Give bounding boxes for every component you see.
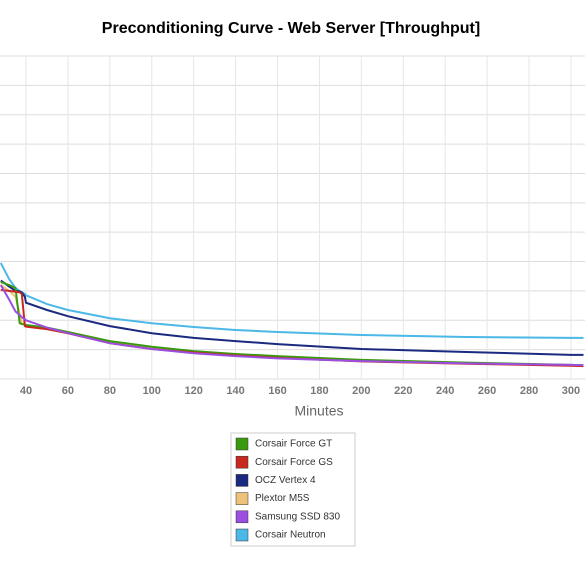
x-tick-label: 80 — [104, 385, 116, 397]
x-axis-label: Minutes — [294, 403, 343, 419]
x-tick-label: 40 — [20, 385, 32, 397]
legend-swatch — [235, 492, 249, 505]
x-tick-label: 260 — [478, 385, 496, 397]
x-tick-label: 220 — [394, 385, 412, 397]
series-line — [0, 279, 584, 356]
chart-title: Preconditioning Curve - Web Server [Thro… — [102, 20, 480, 37]
x-tick-label: 60 — [62, 385, 74, 397]
legend-label: Corsair Neutron — [255, 530, 326, 541]
legend-swatch — [235, 510, 249, 524]
x-tick-label: 300 — [562, 385, 580, 397]
legend-swatch — [235, 528, 249, 542]
x-tick-label: 200 — [352, 385, 370, 397]
series-line — [0, 289, 584, 368]
x-tick-label: 100 — [143, 385, 161, 397]
series-line — [0, 281, 584, 367]
x-tick-label: 280 — [520, 385, 538, 397]
legend-label: Samsung SSD 830 — [255, 511, 340, 522]
series-line — [0, 262, 584, 339]
legend-swatch — [235, 455, 249, 469]
legend-label: Corsair Force GT — [255, 439, 332, 450]
legend-label: Corsair Force GS — [255, 457, 333, 468]
legend-label: OCZ Vertex 4 — [255, 475, 316, 486]
x-tick-label: 140 — [226, 385, 244, 397]
legend-label: Plextor M5S — [255, 493, 310, 504]
legend-box — [230, 432, 356, 547]
legend-swatch — [235, 474, 249, 487]
x-tick-label: 180 — [310, 385, 328, 397]
legend-swatch — [235, 437, 249, 451]
x-tick-label: 240 — [436, 385, 454, 397]
series-line — [0, 284, 584, 367]
x-tick-label: 160 — [268, 385, 286, 397]
x-tick-label: 120 — [184, 385, 202, 397]
